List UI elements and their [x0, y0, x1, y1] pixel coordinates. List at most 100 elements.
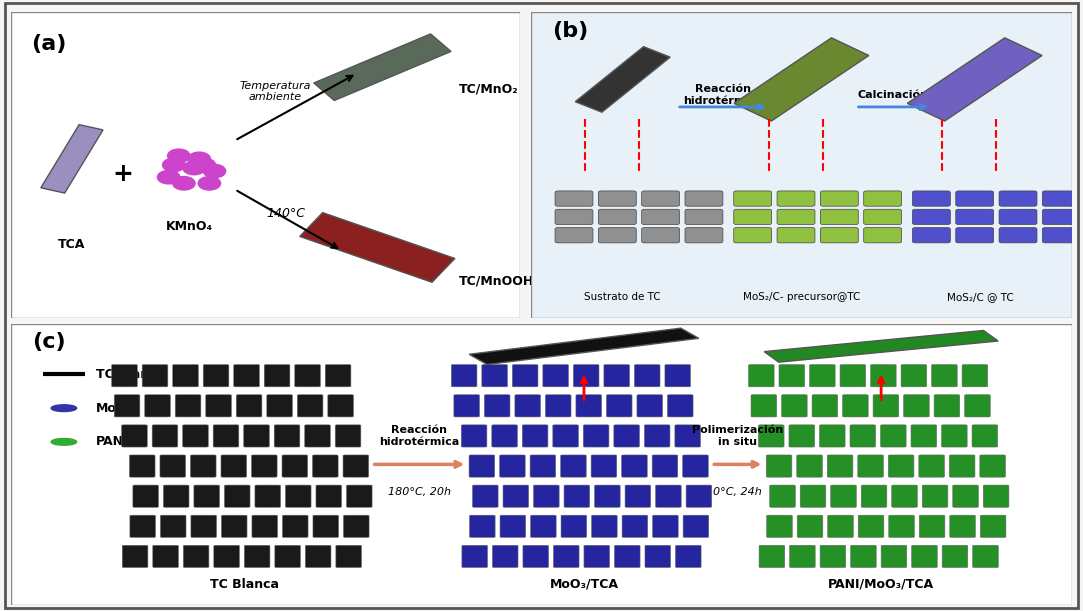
FancyBboxPatch shape	[264, 365, 290, 387]
FancyBboxPatch shape	[912, 545, 937, 568]
Polygon shape	[908, 38, 1042, 121]
Text: MoS₂/C @ TC: MoS₂/C @ TC	[947, 293, 1014, 302]
FancyBboxPatch shape	[561, 455, 586, 477]
FancyBboxPatch shape	[606, 395, 632, 417]
FancyBboxPatch shape	[767, 455, 792, 477]
Polygon shape	[765, 331, 999, 362]
FancyBboxPatch shape	[121, 425, 147, 447]
Polygon shape	[41, 125, 103, 193]
Text: MoO₃: MoO₃	[95, 401, 133, 415]
FancyBboxPatch shape	[500, 515, 525, 538]
FancyBboxPatch shape	[790, 425, 814, 447]
FancyBboxPatch shape	[454, 395, 480, 417]
FancyBboxPatch shape	[553, 545, 579, 568]
FancyBboxPatch shape	[911, 425, 937, 447]
Text: Polimerización
in situ: Polimerización in situ	[692, 425, 783, 447]
FancyBboxPatch shape	[522, 425, 548, 447]
FancyBboxPatch shape	[622, 455, 648, 477]
FancyBboxPatch shape	[347, 485, 373, 507]
FancyBboxPatch shape	[153, 425, 178, 447]
FancyBboxPatch shape	[328, 395, 353, 417]
Circle shape	[198, 177, 221, 190]
FancyBboxPatch shape	[637, 395, 663, 417]
FancyBboxPatch shape	[534, 485, 559, 507]
FancyBboxPatch shape	[584, 545, 610, 568]
FancyBboxPatch shape	[561, 515, 587, 538]
FancyBboxPatch shape	[492, 425, 518, 447]
Circle shape	[51, 404, 77, 412]
Text: MoO₃/TCA: MoO₃/TCA	[549, 578, 618, 591]
FancyBboxPatch shape	[598, 191, 637, 207]
FancyBboxPatch shape	[965, 395, 990, 417]
FancyBboxPatch shape	[245, 545, 270, 568]
FancyBboxPatch shape	[778, 228, 814, 243]
FancyBboxPatch shape	[912, 228, 951, 243]
FancyBboxPatch shape	[918, 455, 944, 477]
FancyBboxPatch shape	[778, 209, 814, 225]
Text: PANI: PANI	[95, 436, 128, 448]
Circle shape	[172, 177, 195, 190]
FancyBboxPatch shape	[255, 485, 280, 507]
FancyBboxPatch shape	[665, 365, 691, 387]
FancyBboxPatch shape	[809, 365, 835, 387]
FancyBboxPatch shape	[573, 365, 599, 387]
FancyBboxPatch shape	[880, 425, 906, 447]
FancyBboxPatch shape	[935, 395, 960, 417]
FancyBboxPatch shape	[840, 365, 865, 387]
FancyBboxPatch shape	[598, 209, 637, 225]
FancyBboxPatch shape	[644, 425, 670, 447]
FancyBboxPatch shape	[682, 455, 708, 477]
FancyBboxPatch shape	[1042, 228, 1080, 243]
FancyBboxPatch shape	[221, 455, 247, 477]
FancyBboxPatch shape	[470, 515, 495, 538]
FancyBboxPatch shape	[891, 485, 917, 507]
Text: TCA: TCA	[58, 238, 86, 251]
FancyBboxPatch shape	[275, 545, 300, 568]
FancyBboxPatch shape	[313, 455, 338, 477]
FancyBboxPatch shape	[604, 365, 629, 387]
FancyBboxPatch shape	[175, 395, 200, 417]
FancyBboxPatch shape	[244, 425, 270, 447]
FancyBboxPatch shape	[973, 545, 999, 568]
FancyBboxPatch shape	[531, 12, 1072, 318]
Text: (c): (c)	[32, 332, 66, 353]
FancyBboxPatch shape	[759, 545, 785, 568]
FancyBboxPatch shape	[461, 425, 487, 447]
Text: 0°C, 24h: 0°C, 24h	[714, 488, 762, 497]
FancyBboxPatch shape	[462, 545, 487, 568]
FancyBboxPatch shape	[316, 485, 341, 507]
FancyBboxPatch shape	[1000, 209, 1038, 225]
FancyBboxPatch shape	[797, 455, 822, 477]
FancyBboxPatch shape	[554, 209, 593, 225]
FancyBboxPatch shape	[827, 455, 853, 477]
FancyBboxPatch shape	[767, 515, 793, 538]
FancyBboxPatch shape	[576, 395, 601, 417]
FancyBboxPatch shape	[336, 425, 361, 447]
FancyBboxPatch shape	[683, 515, 708, 538]
Text: Temperatura
ambiente: Temperatura ambiente	[239, 81, 311, 103]
Polygon shape	[469, 328, 699, 365]
FancyBboxPatch shape	[305, 545, 331, 568]
FancyBboxPatch shape	[554, 228, 593, 243]
Text: TC Blanca: TC Blanca	[210, 578, 278, 591]
FancyBboxPatch shape	[941, 425, 967, 447]
Text: +: +	[113, 162, 133, 186]
FancyBboxPatch shape	[336, 545, 362, 568]
FancyBboxPatch shape	[641, 209, 680, 225]
FancyBboxPatch shape	[191, 515, 217, 538]
FancyBboxPatch shape	[903, 395, 929, 417]
FancyBboxPatch shape	[213, 545, 239, 568]
Circle shape	[204, 164, 225, 178]
FancyBboxPatch shape	[194, 485, 220, 507]
FancyBboxPatch shape	[980, 455, 1005, 477]
FancyBboxPatch shape	[160, 455, 185, 477]
FancyBboxPatch shape	[1000, 191, 1038, 207]
Text: 140°C: 140°C	[266, 207, 305, 221]
FancyBboxPatch shape	[950, 515, 976, 538]
FancyBboxPatch shape	[748, 365, 774, 387]
Text: Calcinación: Calcinación	[858, 90, 929, 100]
FancyBboxPatch shape	[484, 395, 510, 417]
FancyBboxPatch shape	[919, 515, 944, 538]
FancyBboxPatch shape	[213, 425, 238, 447]
Polygon shape	[575, 46, 670, 112]
